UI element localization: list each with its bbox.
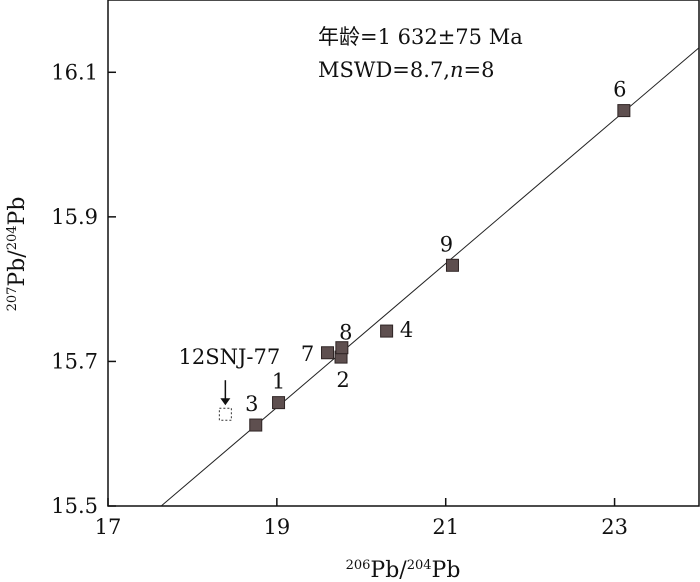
data-point-label: 12SNJ-77	[178, 345, 280, 369]
annotation-age: 年龄=1 632±75 Ma	[318, 25, 523, 49]
outlier-point-marker	[218, 407, 232, 421]
data-point-marker	[617, 104, 631, 118]
data-point-label: 1	[272, 370, 285, 394]
data-point-label: 4	[400, 318, 413, 342]
data-point-label: 8	[339, 321, 352, 345]
y-tick-label: 16.1	[51, 60, 98, 84]
y-tick-label: 15.7	[51, 349, 98, 373]
data-point-label: 2	[336, 368, 349, 392]
data-point-marker	[380, 324, 394, 338]
data-point-label: 7	[301, 342, 314, 366]
data-point-marker	[321, 346, 335, 360]
y-axis-ticks: 15.5 15.7 15.9 16.1	[51, 60, 116, 518]
data-points: 1 2 3 4 6 7 8 9 12SNJ-77	[178, 78, 631, 432]
x-axis-title: 206Pb/204Pb	[346, 558, 461, 582]
data-point-marker	[249, 418, 263, 432]
y-tick-label: 15.5	[51, 494, 98, 518]
data-point-label: 9	[440, 232, 453, 256]
outlier-arrow-head	[220, 398, 231, 406]
x-tick-label: 17	[95, 515, 122, 539]
y-axis-title: 207Pb/204Pb	[5, 197, 30, 312]
data-point-marker	[335, 341, 349, 355]
data-point-marker	[445, 258, 459, 272]
x-tick-label: 23	[601, 515, 628, 539]
x-tick-label: 21	[432, 515, 459, 539]
data-point-label: 6	[613, 78, 626, 102]
x-tick-label: 19	[263, 515, 290, 539]
data-point-label: 3	[245, 392, 258, 416]
plot-frame	[107, 0, 700, 507]
data-point-marker	[272, 396, 286, 410]
x-axis-ticks: 17 19 21 23	[95, 498, 628, 539]
annotation-mswd: MSWD=8.7,n=8	[318, 58, 494, 82]
y-tick-label: 15.9	[51, 205, 98, 229]
